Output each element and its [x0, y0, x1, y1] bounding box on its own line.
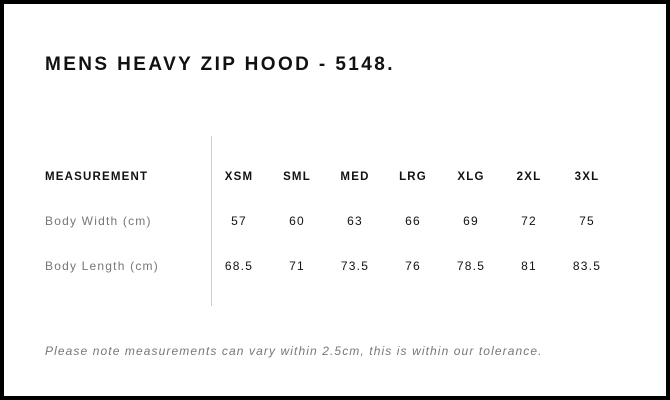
measurement-value: 69	[463, 214, 479, 228]
row-label: Body Width (cm)	[45, 214, 152, 228]
size-header: LRG	[399, 171, 427, 183]
tolerance-note: Please note measurements can vary within…	[45, 344, 543, 358]
measurement-header: MEASUREMENT	[45, 171, 149, 183]
measurement-value: 60	[289, 214, 305, 228]
size-header: SML	[283, 171, 311, 183]
page-title: MENS HEAVY ZIP HOOD - 5148.	[45, 54, 395, 75]
size-header: XSM	[224, 171, 254, 183]
divider	[211, 136, 212, 306]
size-header: MED	[340, 171, 370, 183]
row-label: Body Length (cm)	[45, 259, 159, 273]
measurement-value: 83.5	[572, 259, 602, 273]
measurement-value: 75	[579, 214, 595, 228]
measurement-value: 81	[521, 259, 537, 273]
measurement-value: 76	[405, 259, 421, 273]
size-header: XLG	[457, 171, 485, 183]
measurement-value: 57	[231, 214, 247, 228]
measurement-value: 73.5	[340, 259, 370, 273]
size-chart-card: MENS HEAVY ZIP HOOD - 5148. MEASUREMENT …	[4, 4, 666, 396]
measurement-value: 72	[521, 214, 537, 228]
measurement-value: 78.5	[456, 259, 486, 273]
size-header: 3XL	[574, 171, 600, 183]
measurement-value: 68.5	[224, 259, 254, 273]
size-header: 2XL	[516, 171, 542, 183]
measurement-value: 71	[289, 259, 305, 273]
measurement-value: 66	[405, 214, 421, 228]
measurement-value: 63	[347, 214, 363, 228]
